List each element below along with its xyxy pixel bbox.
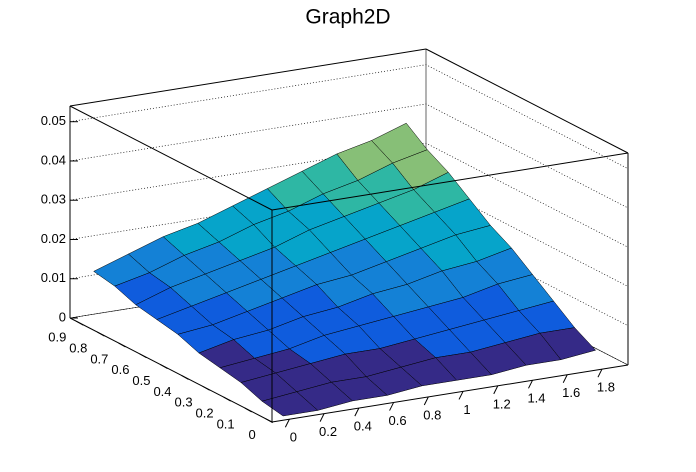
x-tick bbox=[389, 402, 395, 411]
grid-line bbox=[69, 64, 629, 170]
y-tick-label: 0.3 bbox=[174, 395, 192, 410]
z-tick-label: 0.02 bbox=[41, 231, 66, 246]
box-edge bbox=[425, 48, 629, 154]
chart-title: Graph2D bbox=[305, 6, 390, 29]
y-tick bbox=[244, 407, 252, 413]
x-tick bbox=[423, 396, 429, 406]
x-tick bbox=[493, 385, 499, 395]
y-tick bbox=[265, 418, 273, 424]
y-tick bbox=[223, 396, 231, 402]
x-tick bbox=[284, 418, 290, 428]
y-tick-label: 0.4 bbox=[153, 384, 171, 399]
x-tick bbox=[319, 413, 325, 422]
x-tick bbox=[597, 368, 603, 378]
x-tick-label: 1.6 bbox=[562, 385, 580, 400]
y-tick-label: 0.1 bbox=[217, 416, 235, 431]
y-tick-label: 0.6 bbox=[111, 362, 129, 377]
y-tick-label: 0.8 bbox=[69, 341, 87, 356]
y-tick bbox=[118, 342, 126, 348]
x-tick-label: 0.6 bbox=[389, 413, 407, 428]
x-tick bbox=[528, 380, 533, 389]
y-tick bbox=[139, 353, 147, 359]
y-tick bbox=[181, 374, 189, 380]
y-tick bbox=[97, 331, 105, 337]
y-tick-label: 0.2 bbox=[196, 406, 214, 421]
x-tick-label: 1.8 bbox=[597, 380, 615, 395]
box-edge bbox=[69, 105, 273, 211]
x-tick-label: 1.2 bbox=[493, 396, 511, 411]
x-tick-label: 0.2 bbox=[319, 424, 337, 439]
surface-cell bbox=[261, 391, 319, 417]
box-edge bbox=[271, 152, 629, 211]
grid-line bbox=[69, 103, 629, 209]
z-tick-label: 0.01 bbox=[41, 270, 66, 285]
x-tick-label: 1.4 bbox=[527, 391, 545, 406]
x-tick-label: 0.8 bbox=[423, 407, 441, 422]
grid-line bbox=[69, 142, 629, 248]
z-tick-label: 0.03 bbox=[41, 192, 66, 207]
y-tick-label: 0 bbox=[248, 427, 255, 442]
z-tick-label: 0 bbox=[59, 309, 66, 324]
z-tick-label: 0.05 bbox=[41, 113, 66, 128]
y-tick bbox=[76, 320, 84, 326]
y-tick-label: 0.7 bbox=[90, 351, 108, 366]
y-tick bbox=[160, 364, 168, 370]
box-edge bbox=[271, 364, 629, 423]
x-tick-label: 0 bbox=[290, 430, 297, 445]
box-edge bbox=[69, 48, 427, 107]
x-tick bbox=[458, 391, 464, 400]
y-tick-label: 0.9 bbox=[48, 330, 66, 345]
z-tick-label: 0.04 bbox=[41, 152, 66, 167]
x-tick bbox=[562, 374, 568, 383]
x-tick bbox=[354, 407, 360, 417]
y-tick-label: 0.5 bbox=[132, 373, 150, 388]
x-tick-label: 1 bbox=[463, 402, 470, 417]
x-tick-label: 0.4 bbox=[354, 419, 372, 434]
y-tick bbox=[202, 385, 210, 391]
